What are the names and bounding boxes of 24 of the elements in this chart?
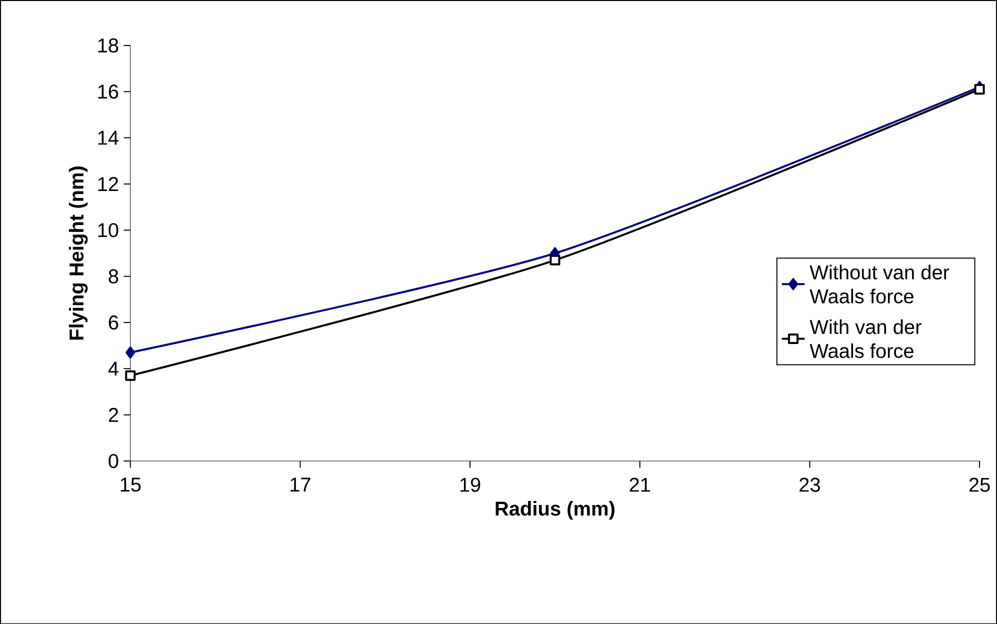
- y-tick-label: 0: [108, 454, 118, 468]
- x-tick-label: 25: [969, 478, 990, 492]
- y-tick-label: 4: [108, 362, 118, 376]
- y-tick-label: 14: [98, 130, 118, 144]
- legend-label: With van der Waals force: [810, 319, 922, 358]
- y-tick-label: 10: [98, 222, 118, 238]
- x-tick-label: 17: [290, 478, 310, 492]
- y-tick-label: 6: [108, 315, 118, 330]
- point: [126, 346, 136, 358]
- x-tick-label: 21: [630, 478, 650, 492]
- y-tick-label: 12: [98, 176, 118, 191]
- x-tick-label: 15: [120, 478, 141, 492]
- x-tick-label: 23: [800, 478, 820, 492]
- legend-label: Without van der Waals force: [810, 264, 950, 304]
- point: [974, 84, 985, 94]
- y-tick-label: 8: [108, 269, 118, 284]
- y-tick-label: 18: [98, 38, 118, 52]
- point: [125, 370, 136, 381]
- x-axis-title: Radius (mm): [496, 500, 614, 520]
- y-tick-label: 16: [98, 84, 118, 99]
- x-tick-label: 19: [460, 478, 480, 492]
- point: [550, 254, 560, 266]
- y-tick-label: 2: [108, 408, 118, 422]
- y-axis-title: Flying Height (nm): [68, 166, 88, 340]
